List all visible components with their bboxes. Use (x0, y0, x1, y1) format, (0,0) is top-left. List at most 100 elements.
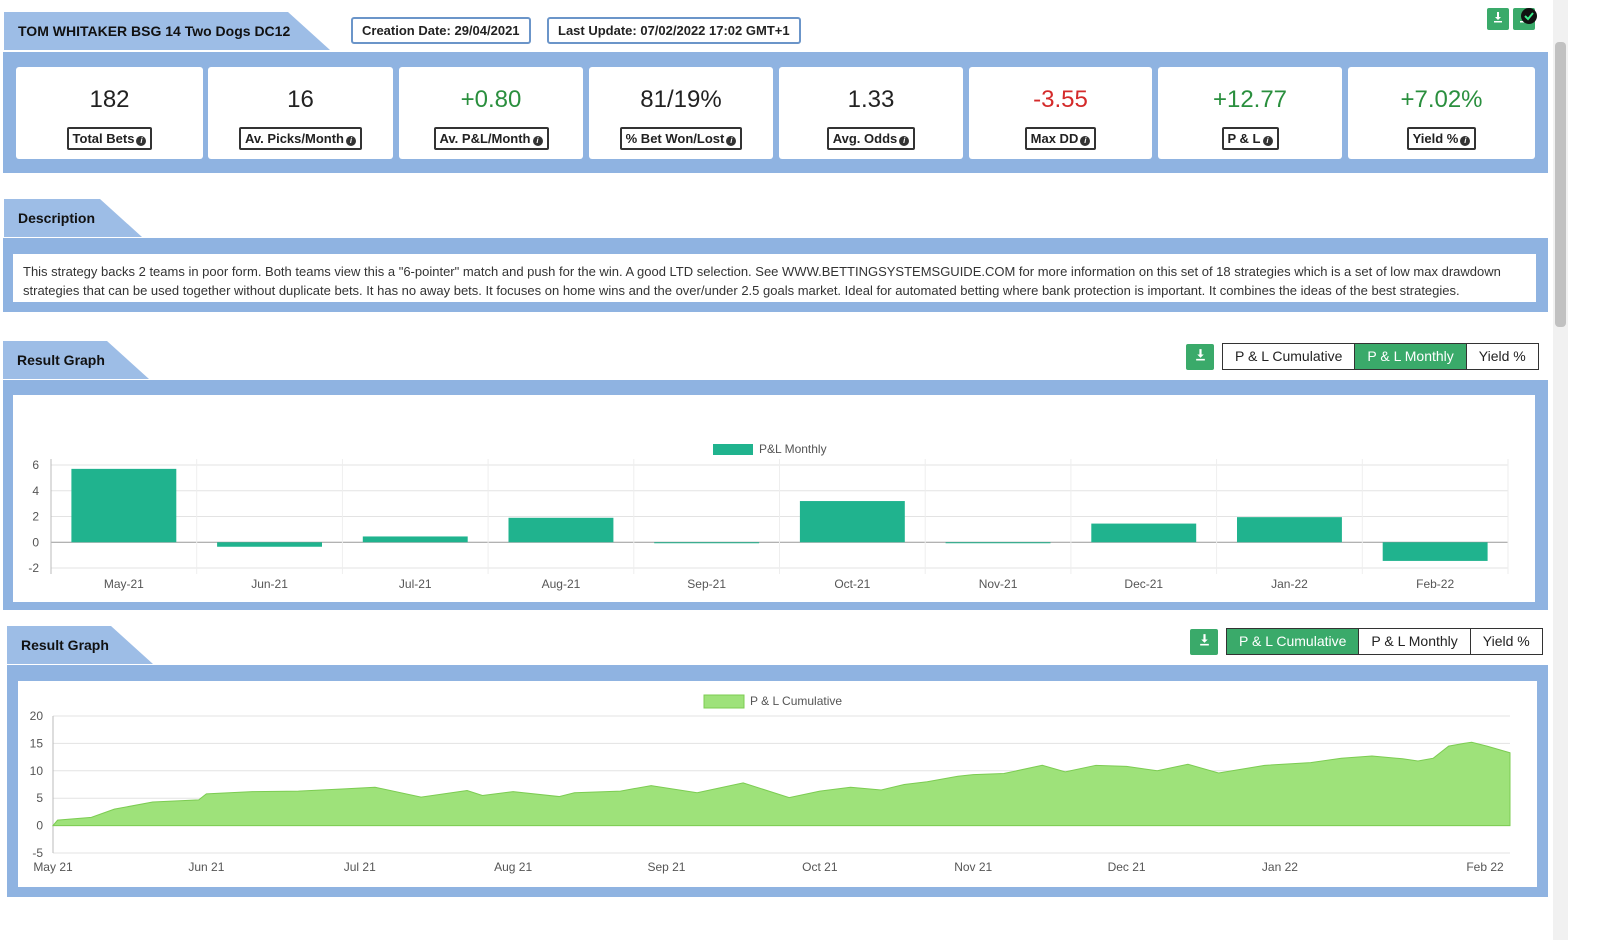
y-tick-label: 5 (36, 791, 43, 805)
page-scrollbar-thumb[interactable] (1555, 42, 1566, 327)
stat-label-text: Av. Picks/Month (245, 131, 344, 146)
legend-label: P & L Cumulative (750, 694, 842, 708)
stat-label-text: P & L (1227, 131, 1261, 146)
description-box: This strategy backs 2 teams in poor form… (13, 254, 1536, 302)
stat-card: 1.33 Avg. Odds i (779, 67, 963, 159)
stat-label[interactable]: Avg. Odds i (826, 127, 916, 150)
result-graph-tab-cumulative: Result Graph (7, 626, 153, 664)
stat-label-text: Av. P&L/Month (439, 131, 531, 146)
result-graph-heading-2: Result Graph (21, 637, 109, 653)
toggle-yield-2[interactable]: Yield % (1470, 629, 1542, 654)
check-icon (1521, 8, 1537, 24)
y-tick-label: 15 (30, 736, 44, 750)
toggle-pl-monthly[interactable]: P & L Monthly (1355, 344, 1467, 369)
y-tick-label: 4 (32, 484, 39, 498)
result-graph-heading: Result Graph (17, 352, 105, 368)
info-icon[interactable]: i (1080, 136, 1091, 146)
x-tick-label: Jun-21 (251, 577, 288, 591)
stat-label[interactable]: Av. P&L/Month i (433, 127, 549, 150)
graph1-view-toggle: P & L Cumulative P & L Monthly Yield % (1222, 343, 1539, 370)
stat-card: -3.55 Max DD i (969, 67, 1152, 159)
stat-label[interactable]: Total Bets i (66, 127, 153, 150)
x-tick-label: Dec 21 (1108, 860, 1146, 874)
bar (654, 542, 760, 544)
x-tick-label: Nov 21 (954, 860, 992, 874)
y-tick-label: 10 (30, 764, 44, 778)
x-tick-label: May-21 (104, 577, 144, 591)
stat-label-text: Yield % (1412, 131, 1459, 146)
bar (1382, 542, 1488, 561)
stat-label[interactable]: % Bet Won/Lost i (619, 127, 743, 150)
toggle-pl-cumulative[interactable]: P & L Cumulative (1223, 344, 1356, 369)
stat-value: 16 (287, 86, 314, 113)
stat-value: 1.33 (847, 86, 895, 113)
description-text: This strategy backs 2 teams in poor form… (23, 264, 1501, 298)
x-tick-label: Feb 22 (1466, 860, 1504, 874)
graph2-view-toggle: P & L Cumulative P & L Monthly Yield % (1226, 628, 1543, 655)
last-update-badge: Last Update: 07/02/2022 17:02 GMT+1 (547, 17, 801, 44)
graph1-canvas-box: P&L Monthly 6 4 2 0 -2 May-21 Jun-21 Jul-21 Aug-2… (13, 395, 1535, 602)
x-tick-label: Jan-22 (1271, 577, 1308, 591)
bar (508, 517, 614, 543)
strategy-title-tab: TOM WHITAKER BSG 14 Two Dogs DC12 (4, 12, 330, 50)
description-panel: This strategy backs 2 teams in poor form… (3, 238, 1548, 312)
stat-label[interactable]: Av. Picks/Month i (239, 127, 362, 150)
graph2-canvas-box: P & L Cumulative 20 15 10 5 0 -5 May 21 Jun 21 Ju… (18, 681, 1537, 887)
stat-card: 81/19% % Bet Won/Lost i (589, 67, 773, 159)
x-tick-label: May 21 (33, 860, 73, 874)
info-icon[interactable]: i (1262, 136, 1273, 146)
bar (1236, 517, 1342, 543)
x-tick-label: Oct-21 (834, 577, 870, 591)
stat-label-text: Total Bets (72, 131, 135, 146)
area-series (51, 741, 1511, 827)
x-tick-label: Dec-21 (1124, 577, 1163, 591)
stat-value: 81/19% (640, 86, 722, 113)
legend-swatch (713, 444, 753, 455)
y-tick-label: 2 (32, 510, 39, 524)
download-icon (1199, 634, 1209, 646)
stat-card: +7.02% Yield % i (1348, 67, 1535, 159)
strategy-title: TOM WHITAKER BSG 14 Two Dogs DC12 (18, 23, 291, 39)
info-icon[interactable]: i (1460, 136, 1471, 146)
info-icon[interactable]: i (899, 136, 910, 146)
bar (217, 542, 323, 547)
pl-monthly-chart: P&L Monthly 6 4 2 0 -2 May-21 Jun-21 Jul-21 Aug-2… (28, 442, 1509, 591)
info-icon[interactable]: i (345, 136, 356, 146)
x-tick-label: Aug 21 (494, 860, 532, 874)
export-download-button[interactable] (1487, 8, 1509, 30)
y-tick-label: 6 (32, 458, 39, 472)
x-tick-label: Nov-21 (979, 577, 1018, 591)
y-tick-label: -5 (32, 846, 43, 860)
creation-date-badge: Creation Date: 29/04/2021 (351, 17, 531, 44)
bar (799, 501, 905, 543)
download-icon (1494, 12, 1502, 23)
toggle-pl-monthly-2[interactable]: P & L Monthly (1359, 629, 1471, 654)
stats-panel: 182 Total Bets i 16 Av. Picks/Month i +0.80 Av.… (3, 52, 1548, 173)
x-tick-label: Feb-22 (1416, 577, 1454, 591)
graph1-download-button[interactable] (1186, 344, 1214, 370)
toggle-yield[interactable]: Yield % (1466, 344, 1538, 369)
legend-label: P&L Monthly (759, 442, 827, 456)
info-icon[interactable]: i (532, 136, 543, 146)
x-tick-label: Aug-21 (542, 577, 581, 591)
y-tick-label: 20 (30, 709, 44, 723)
graph2-download-button[interactable] (1190, 629, 1218, 655)
bar (945, 542, 1051, 544)
stat-value: +12.77 (1212, 86, 1288, 113)
y-tick-label: 0 (36, 819, 43, 833)
download-icon (1195, 349, 1205, 361)
stat-label-text: % Bet Won/Lost (625, 131, 725, 146)
toggle-pl-cumulative-2[interactable]: P & L Cumulative (1227, 629, 1360, 654)
info-icon[interactable]: i (136, 136, 147, 146)
stat-label[interactable]: Yield % i (1406, 127, 1477, 150)
stat-label-text: Avg. Odds (832, 131, 898, 146)
stat-label[interactable]: Max DD i (1024, 127, 1097, 150)
stat-card: 182 Total Bets i (16, 67, 203, 159)
graph2-panel: P & L Cumulative 20 15 10 5 0 -5 May 21 Jun 21 Ju… (7, 665, 1548, 897)
info-icon[interactable]: i (726, 136, 737, 146)
x-tick-label: Jun 21 (188, 860, 224, 874)
x-tick-label: Jul-21 (399, 577, 432, 591)
